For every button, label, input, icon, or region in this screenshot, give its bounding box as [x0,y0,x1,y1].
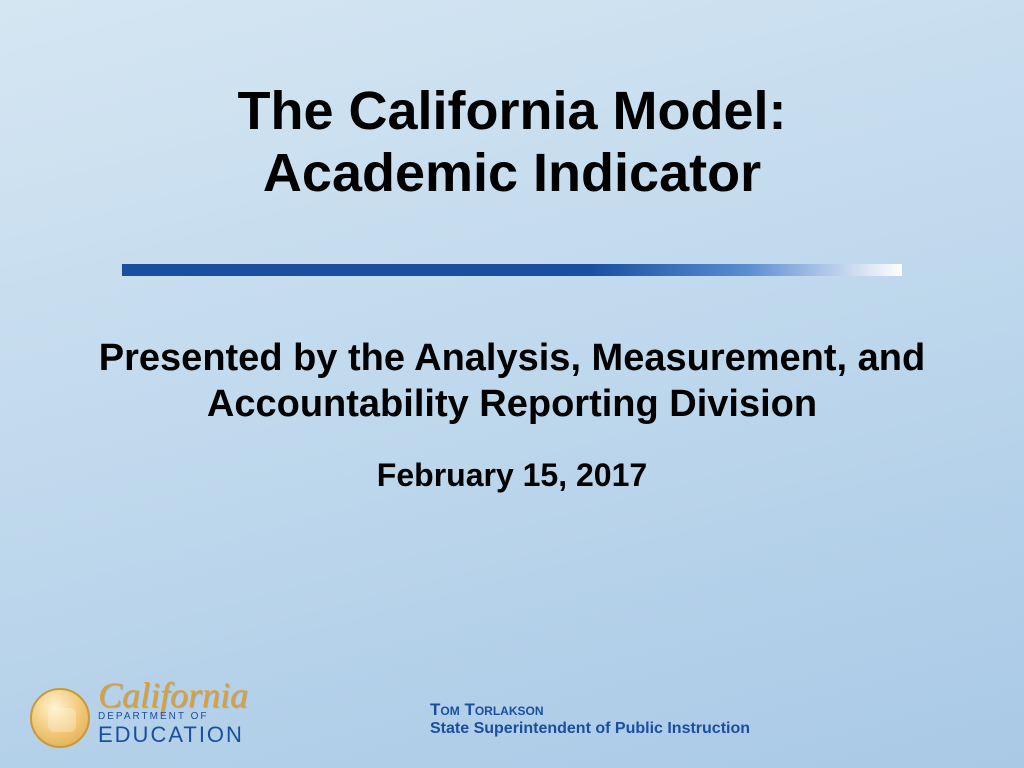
cde-seal-icon [30,688,90,748]
title-line-2: Academic Indicator [263,143,761,203]
slide-date: February 15, 2017 [0,457,1024,494]
logo-text: California DEPARTMENT OF EDUCATION [98,679,248,748]
superintendent-name: Tom Torlakson [430,700,750,720]
logo-dept-of: DEPARTMENT OF [98,711,208,722]
superintendent-role: State Superintendent of Public Instructi… [430,720,750,738]
logo-education: EDUCATION [98,722,248,748]
slide-title: The California Model: Academic Indicator [0,80,1024,204]
cde-logo: California DEPARTMENT OF EDUCATION [30,679,248,748]
slide-subtitle: Presented by the Analysis, Measurement, … [72,336,952,427]
footer: California DEPARTMENT OF EDUCATION Tom T… [0,668,1024,748]
slide: The California Model: Academic Indicator… [0,0,1024,768]
logo-california: California [98,679,248,711]
superintendent-block: Tom Torlakson State Superintendent of Pu… [430,700,750,738]
title-line-1: The California Model: [237,81,786,141]
divider-bar [122,264,902,276]
logo-dept-line: DEPARTMENT OF [98,711,248,722]
